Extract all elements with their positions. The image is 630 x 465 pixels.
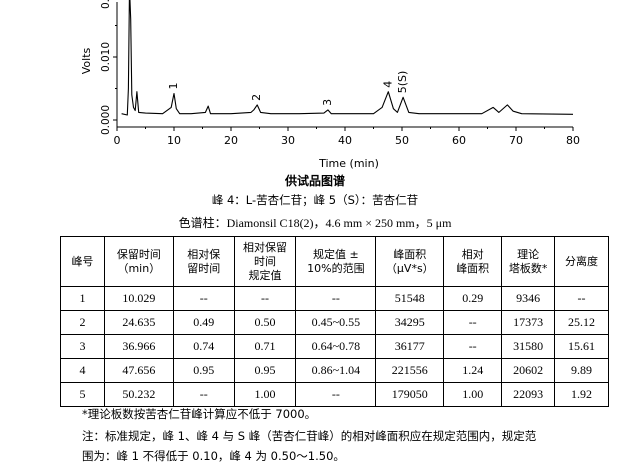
- table-cell: 36177: [375, 334, 445, 359]
- table-cell: 17373: [501, 310, 556, 335]
- peak-legend: 峰 4：L-苦杏仁苷；峰 5（S）：苦杏仁苷: [211, 193, 419, 207]
- y-axis-label: Volts: [80, 47, 93, 74]
- table-cell: 1.92: [554, 382, 609, 407]
- header-cell-1: 保留时间 （min）: [103, 236, 174, 287]
- y-tick-label-2: 0.020: [100, 0, 112, 9]
- peak-label-4: 4: [381, 81, 394, 88]
- table-cell: --: [295, 286, 377, 311]
- peak-label-1: 1: [167, 83, 180, 90]
- table-cell: --: [172, 382, 235, 407]
- table-cell: 1.00: [443, 382, 503, 407]
- table-cell: 4: [60, 358, 105, 383]
- x-tick-label-0: 0: [114, 134, 121, 147]
- table-cell: 22093: [501, 382, 556, 407]
- table-cell: 50.232: [103, 382, 174, 407]
- table-cell: 31580: [501, 334, 556, 359]
- chromatogram: 0 10 20 30 40 50 60 70 80 0.000 0.010 0.020 1 2 3 45(S…: [80, 0, 580, 170]
- table-cell: --: [233, 286, 297, 311]
- column-info: 色谱柱：Diamonsil C18(2)，4.6 mm × 250 mm，5 μ…: [178, 216, 452, 230]
- header-cell-0: 峰号: [60, 236, 105, 287]
- x-axis-label: Time (min): [318, 157, 379, 170]
- table-cell: 0.45~0.55: [295, 310, 377, 335]
- peak-label-2: 2: [250, 94, 263, 101]
- header-cell-6: 相对 峰面积: [443, 236, 503, 287]
- table-cell: 5: [60, 382, 105, 407]
- table-cell: 34295: [375, 310, 445, 335]
- trace-line-0: [121, 0, 574, 116]
- table-cell: 0.95: [233, 358, 297, 383]
- table-cell: --: [443, 310, 503, 335]
- table-cell: 36.966: [103, 334, 174, 359]
- table-cell: 20602: [501, 358, 556, 383]
- table-cell: 1.00: [233, 382, 297, 407]
- table-row: 1 10.029 -- -- -- 51548 0.29 9346 --: [60, 286, 609, 311]
- x-tick-label-3: 30: [281, 134, 295, 147]
- table-cell: --: [443, 334, 503, 359]
- table-cell: 9346: [501, 286, 556, 311]
- table-cell: 47.656: [103, 358, 174, 383]
- peak-results-table: 峰号 保留时间 （min） 相对保 留时间 相对保留 时间 规定值 规定值 ±10%的范围 峰面积…: [60, 236, 609, 407]
- table-cell: 0.49: [172, 310, 235, 335]
- table-body: 1 10.029 -- -- -- 51548 0.29 9346 -- 2 24.635 0.49 0…: [60, 286, 609, 407]
- table-cell: 0.71: [233, 334, 297, 359]
- plate-count-footnote: *理论板数按苦杏仁苷峰计算应不低于 7000。: [82, 407, 317, 421]
- table-cell: 0.29: [443, 286, 503, 311]
- table-cell: 15.61: [554, 334, 609, 359]
- y-tick-label-1: 0.010: [100, 42, 112, 72]
- table-cell: 1: [60, 286, 105, 311]
- peak-label-5: 5(S): [396, 71, 409, 94]
- table-cell: 25.12: [554, 310, 609, 335]
- x-tick-label-6: 60: [452, 134, 466, 147]
- header-cell-8: 分离度: [554, 236, 609, 287]
- table-cell: 0.95: [172, 358, 235, 383]
- table-cell: 2: [60, 310, 105, 335]
- table-row: 5 50.232 -- 1.00 -- 179050 1.00 22093 1.92: [60, 382, 609, 407]
- figure-title: 供试品图谱: [284, 174, 345, 188]
- table-cell: 0.64~0.78: [295, 334, 377, 359]
- chromatogram-trace: [121, 0, 574, 116]
- header-cell-2: 相对保 留时间: [172, 236, 235, 287]
- y-tick-label-0: 0.000: [100, 105, 112, 135]
- x-tick-label-2: 20: [224, 134, 238, 147]
- table-header-row: 峰号 保留时间 （min） 相对保 留时间 相对保留 时间 规定值 规定值 ±10%的范围 峰面积…: [60, 236, 609, 287]
- header-cell-3: 相对保留 时间 规定值: [233, 236, 297, 287]
- table-cell: 0.86~1.04: [295, 358, 377, 383]
- x-tick-label-1: 10: [167, 134, 181, 147]
- peak-label-3: 3: [321, 99, 334, 106]
- table-cell: 9.89: [554, 358, 609, 383]
- table-row: 2 24.635 0.49 0.50 0.45~0.55 34295 -- 17373 25.1…: [60, 310, 609, 335]
- header-cell-7: 理论 塔板数*: [501, 236, 556, 287]
- table-cell: 10.029: [103, 286, 174, 311]
- table-cell: --: [295, 382, 377, 407]
- header-cell-4: 规定值 ±10%的范围: [295, 236, 377, 287]
- table-cell: 51548: [375, 286, 445, 311]
- x-tick-label-8: 80: [566, 134, 580, 147]
- table-cell: --: [172, 286, 235, 311]
- table-cell: 221556: [375, 358, 445, 383]
- x-tick-label-5: 50: [395, 134, 409, 147]
- table-cell: 0.74: [172, 334, 235, 359]
- table-cell: 1.24: [443, 358, 503, 383]
- note-line-2: 围为：峰 1 不得低于 0.10，峰 4 为 0.50～1.50。: [82, 449, 345, 463]
- table-row: 3 36.966 0.74 0.71 0.64~0.78 36177 -- 31580 15.6…: [60, 334, 609, 359]
- table-cell: 3: [60, 334, 105, 359]
- chromatogram-axes: [116, 2, 573, 128]
- table-cell: 0.50: [233, 310, 297, 335]
- table-cell: --: [554, 286, 609, 311]
- note-line-1: 注：标准规定，峰 1、峰 4 与 S 峰（苦杏仁苷峰）的相对峰面积应在规定范围内…: [82, 429, 537, 443]
- header-cell-5: 峰面积 （μV*s）: [375, 236, 445, 287]
- x-tick-label-4: 40: [338, 134, 352, 147]
- table-cell: 24.635: [103, 310, 174, 335]
- peak-annotations: 1 2 3 4 5(S): [167, 71, 409, 106]
- table-row: 4 47.656 0.95 0.95 0.86~1.04 221556 1.24 20602 9…: [60, 358, 609, 383]
- chromatogram-ticks: 0 10 20 30 40 50 60 70 80 0.000 0.010 0.020: [100, 0, 580, 147]
- x-tick-label-7: 70: [509, 134, 523, 147]
- table-cell: 179050: [375, 382, 445, 407]
